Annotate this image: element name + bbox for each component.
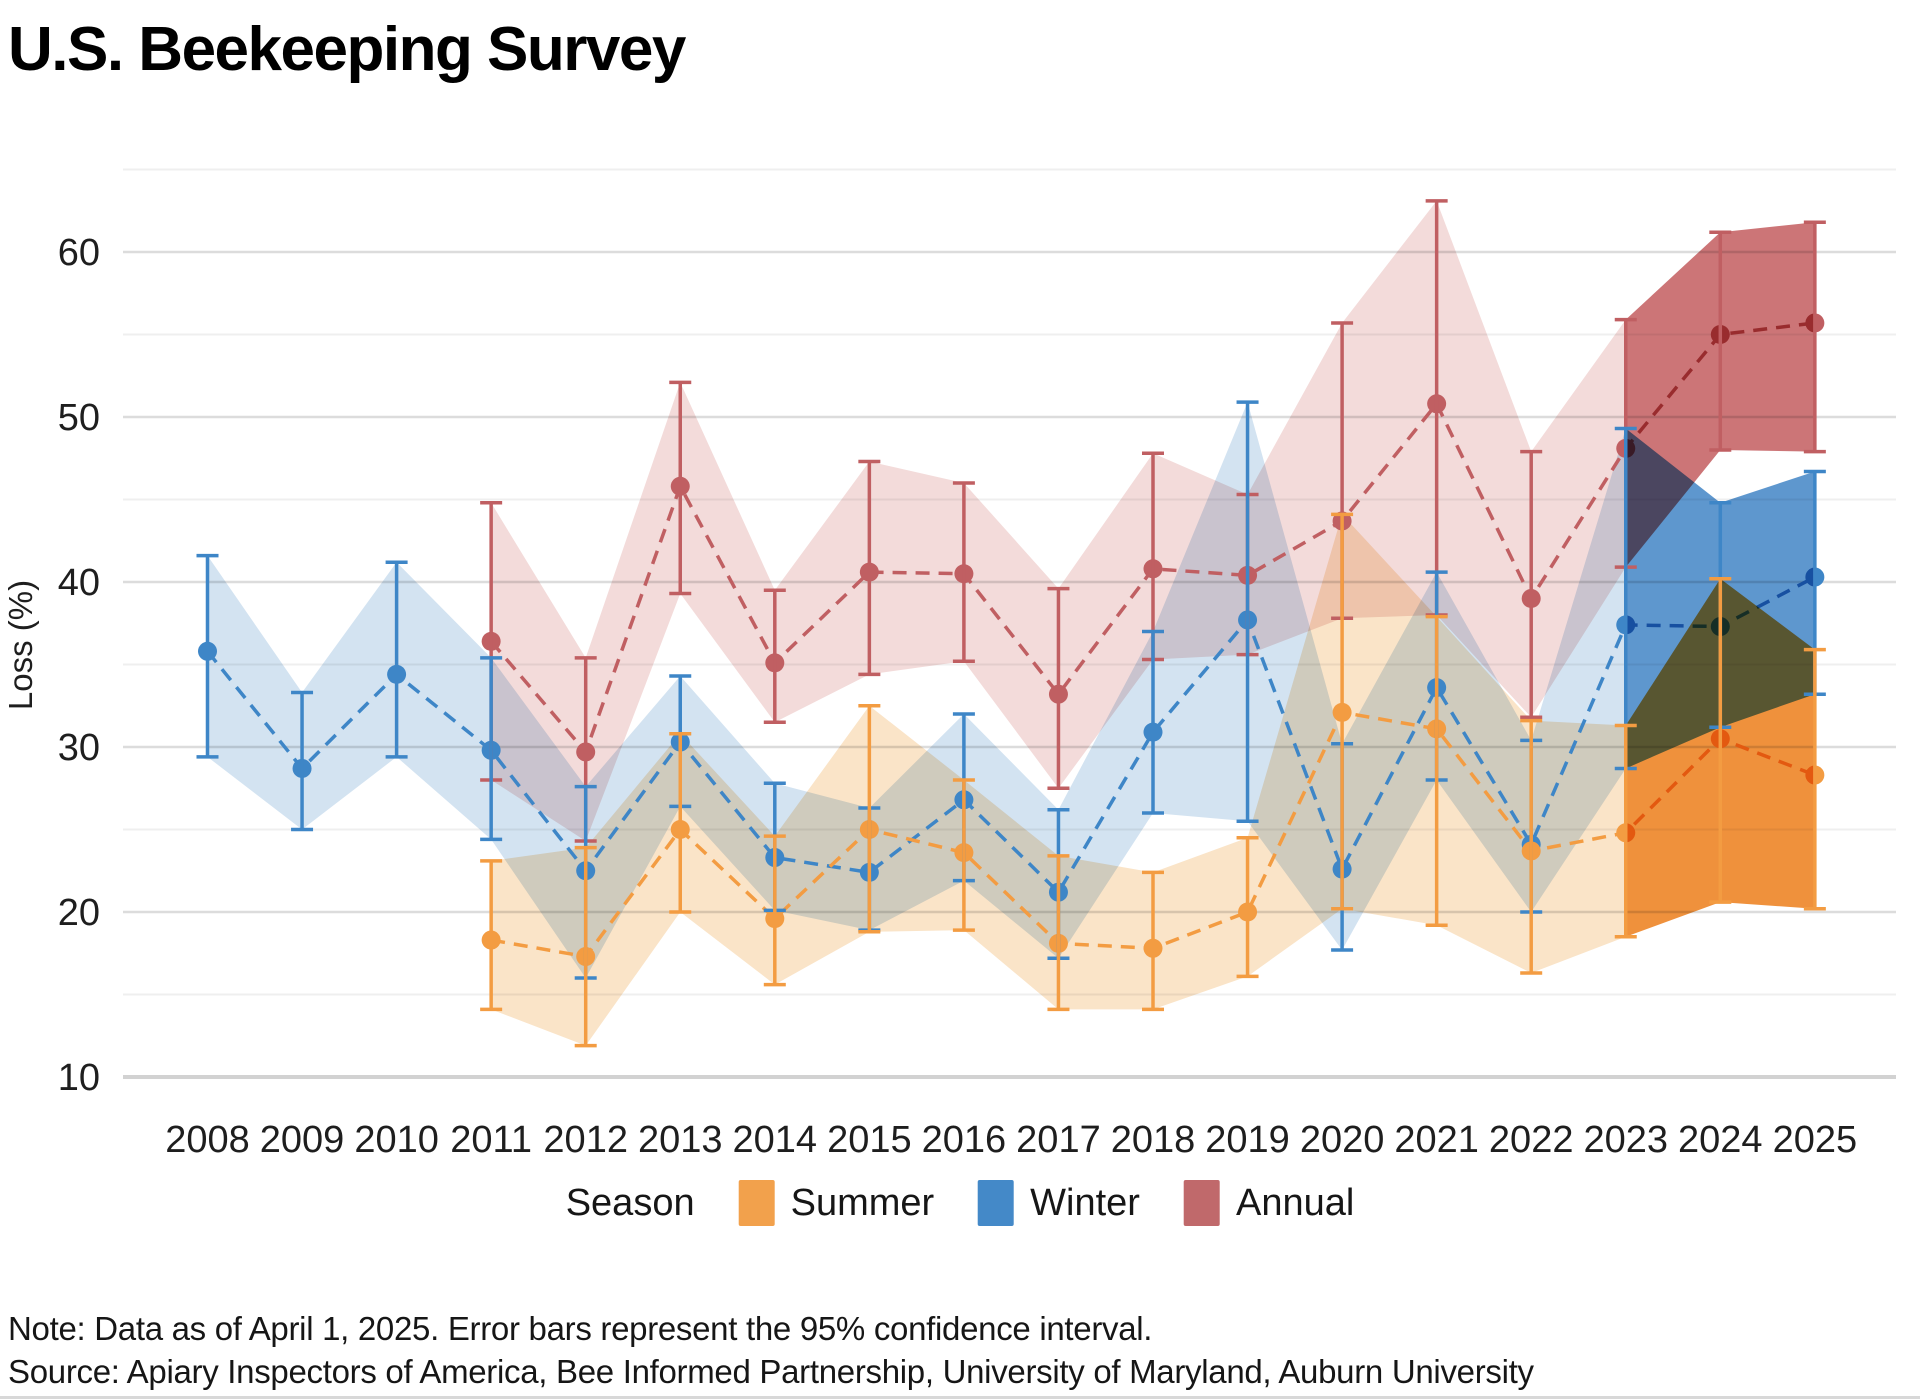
summer-error-bar — [1425, 614, 1448, 927]
summer-error-bar — [669, 732, 692, 914]
x-tick-label: 2021 — [1394, 1119, 1479, 1161]
winter-error-bar — [196, 553, 219, 759]
summer-error-bar — [1803, 647, 1826, 911]
x-tick-label: 2018 — [1111, 1119, 1196, 1161]
x-tick-label: 2014 — [733, 1119, 818, 1161]
y-tick-label: 60 — [58, 232, 100, 274]
x-tick-label: 2024 — [1678, 1119, 1763, 1161]
x-tick-label: 2013 — [638, 1119, 723, 1161]
winter-swatch-icon — [978, 1180, 1015, 1226]
winter-error-bar — [385, 560, 408, 759]
annual-error-bar — [858, 459, 881, 677]
x-tick-label: 2019 — [1205, 1119, 1290, 1161]
error-bars-layer — [196, 199, 1826, 1048]
legend-item-winter: Winter — [978, 1180, 1140, 1226]
chart-legend: Season Summer Winter Annual — [565, 1180, 1355, 1226]
x-tick-label: 2009 — [260, 1119, 345, 1161]
y-tick-label: 20 — [58, 892, 100, 934]
x-tick-label: 2015 — [827, 1119, 912, 1161]
x-tick-label: 2016 — [922, 1119, 1007, 1161]
summer-swatch-icon — [738, 1180, 775, 1226]
bottom-divider — [0, 1396, 1920, 1399]
y-tick-label: 50 — [58, 397, 100, 439]
summer-error-bar — [1142, 870, 1164, 1012]
legend-title: Season — [565, 1181, 695, 1224]
legend-label-annual: Annual — [1235, 1181, 1355, 1224]
summer-error-bar — [1236, 836, 1259, 979]
x-tick-label: 2008 — [165, 1119, 250, 1161]
axis-labels-layer: 10 20 30 40 50 60 Loss (%) 2008 2009 2010 2011 2012… — [2, 232, 1857, 1161]
annual-error-bar — [1803, 220, 1826, 454]
summer-error-bar — [952, 778, 975, 932]
x-tick-label: 2020 — [1300, 1119, 1385, 1161]
annual-error-bar — [669, 380, 692, 596]
annual-error-bar — [1047, 586, 1070, 790]
chart-note: Note: Data as of April 1, 2025. Error ba… — [8, 1310, 1153, 1347]
y-tick-label: 10 — [58, 1057, 100, 1099]
summer-error-bar — [1520, 718, 1543, 975]
legend-item-summer: Summer — [738, 1180, 935, 1226]
y-tick-label: 30 — [58, 727, 100, 769]
legend-label-summer: Summer — [790, 1181, 935, 1224]
summer-error-bar — [574, 845, 597, 1048]
summer-error-bar — [858, 704, 881, 934]
annual-error-bar — [1709, 230, 1732, 452]
x-tick-label: 2011 — [450, 1119, 532, 1161]
annual-swatch-icon — [1183, 1180, 1220, 1226]
chart-title: U.S. Beekeeping Survey — [8, 15, 686, 84]
x-tick-label: 2022 — [1489, 1119, 1574, 1161]
annual-error-bar — [952, 481, 975, 663]
chart-source: Source: Apiary Inspectors of America, Be… — [8, 1353, 1534, 1390]
summer-error-bar — [1709, 576, 1732, 904]
confidence-bands-layer — [207, 200, 1626, 1046]
winter-error-bar — [1142, 629, 1164, 815]
winter-error-bar — [291, 690, 314, 832]
y-tick-label: 40 — [58, 562, 100, 604]
x-tick-label: 2023 — [1583, 1119, 1668, 1161]
winter-error-bar — [480, 656, 503, 842]
summer-error-bar — [1614, 723, 1637, 939]
x-tick-label: 2010 — [354, 1119, 439, 1161]
legend-item-annual: Annual — [1183, 1180, 1355, 1226]
annual-error-bar — [1520, 449, 1543, 720]
annual-error-bar — [763, 588, 786, 724]
summer-error-bar — [1331, 512, 1354, 911]
summer-error-bar — [1047, 854, 1070, 1012]
y-axis-title: Loss (%) — [2, 580, 39, 710]
legend-label-winter: Winter — [1030, 1181, 1140, 1224]
x-tick-label: 2017 — [1016, 1119, 1101, 1161]
summer-error-bar — [480, 859, 503, 1012]
x-tick-label: 2025 — [1773, 1119, 1858, 1161]
x-tick-label: 2012 — [543, 1119, 628, 1161]
winter-trend-line — [206, 575, 1816, 896]
highlight-bands-layer — [1625, 222, 1815, 937]
winter-error-bar — [1236, 400, 1259, 823]
summer-error-bar — [763, 834, 786, 987]
